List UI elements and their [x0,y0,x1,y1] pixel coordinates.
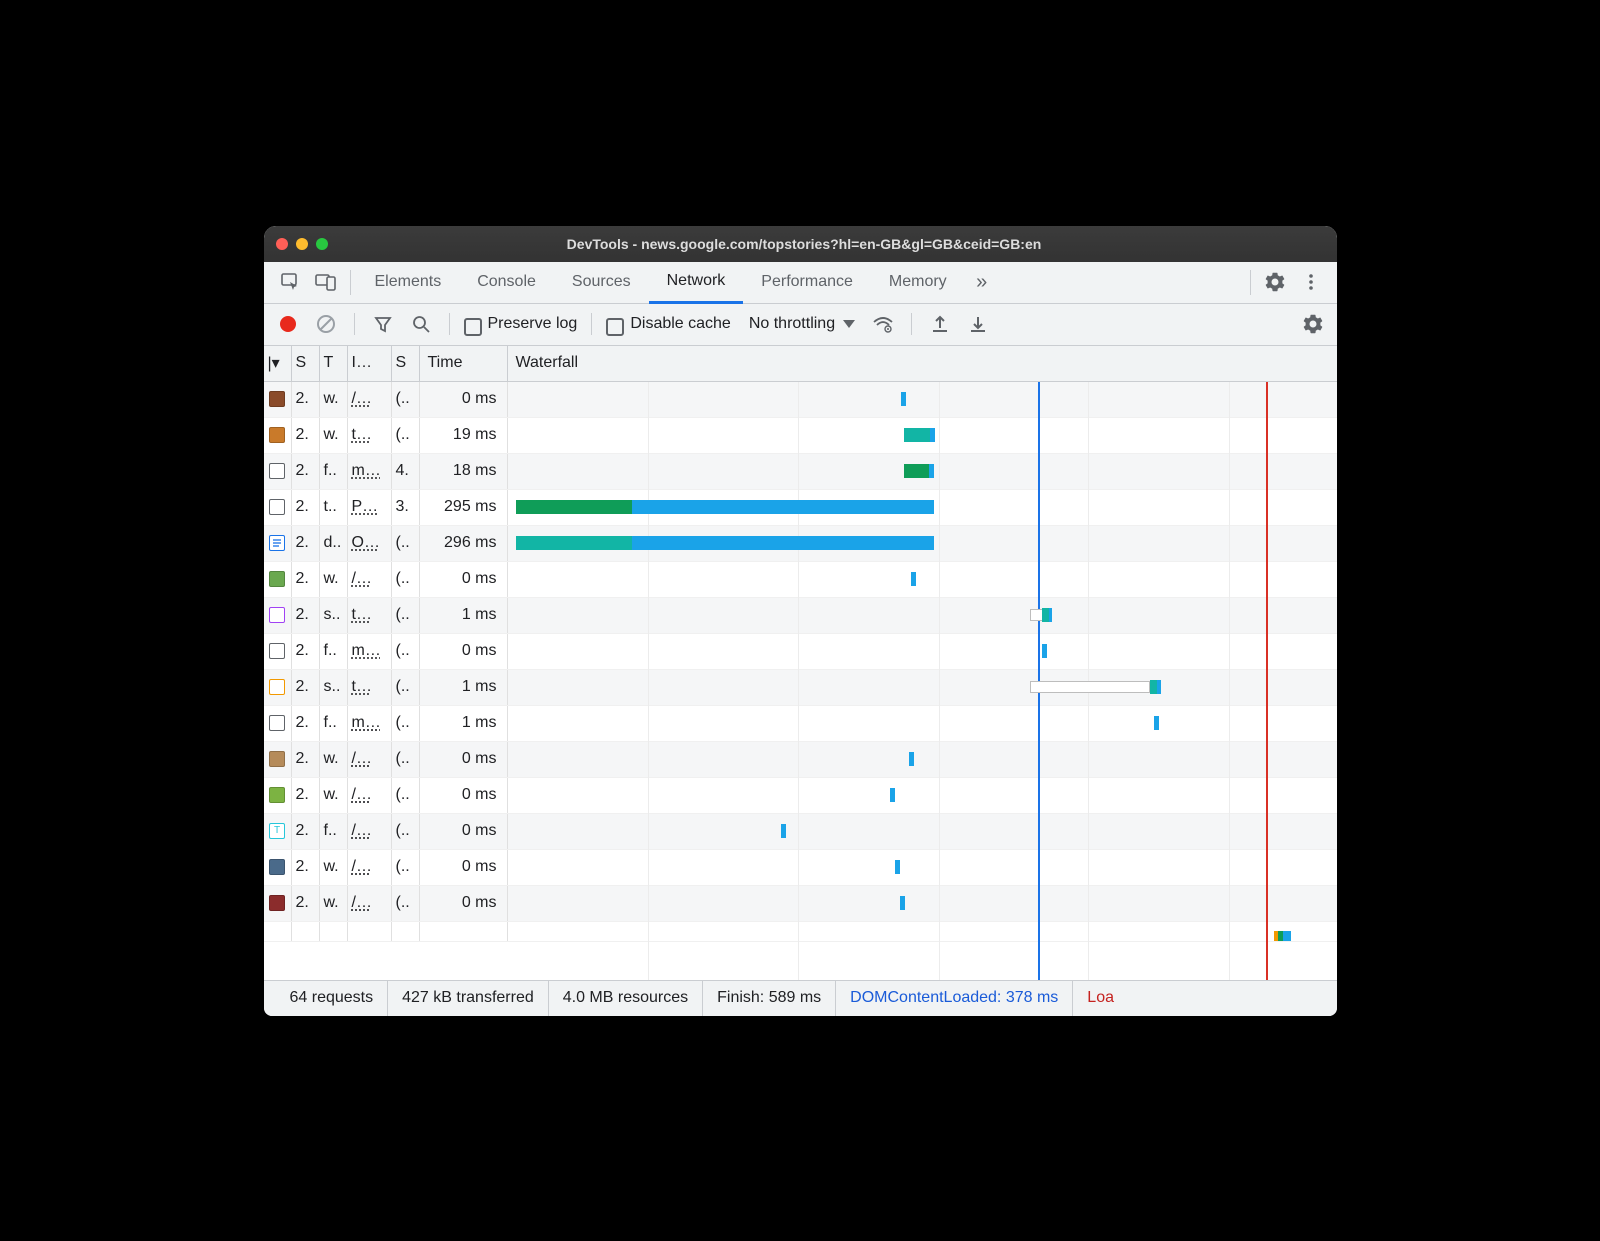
panel-tabstrip: ElementsConsoleSourcesNetworkPerformance… [264,262,1337,304]
wifi-gear-icon [872,314,894,334]
table-row[interactable]: 2.w.t…(..19 ms [264,418,1337,454]
preserve-log-checkbox[interactable]: Preserve log [464,315,578,333]
network-toolbar: Preserve log Disable cache No throttling [264,304,1337,346]
status-bar: 64 requests 427 kB transferred 4.0 MB re… [264,980,1337,1016]
gear-icon [1265,272,1285,292]
col-waterfall[interactable]: Waterfall [508,346,1337,381]
disable-cache-label: Disable cache [630,315,731,333]
table-row[interactable]: 2.f..m…(..1 ms [264,706,1337,742]
preserve-log-label: Preserve log [488,315,578,333]
tab-sources[interactable]: Sources [554,262,649,303]
resource-icon [269,895,285,911]
close-window-button[interactable] [276,238,288,250]
grid-body: 2.w./…(..0 ms2.w.t…(..19 ms2.f..m…4.18 m… [264,382,1337,980]
minimize-window-button[interactable] [296,238,308,250]
tab-elements[interactable]: Elements [357,262,460,303]
status-requests: 64 requests [276,981,389,1016]
window-controls [276,238,328,250]
disable-cache-checkbox[interactable]: Disable cache [606,315,731,333]
resource-icon [269,715,285,731]
table-row[interactable]: 2.w./…(..0 ms [264,850,1337,886]
table-row[interactable]: 2.t..P…3.295 ms [264,490,1337,526]
grid-header: |▾ S T I… S Time Waterfall [264,346,1337,382]
table-row[interactable]: 2.w./…(..0 ms [264,886,1337,922]
filter-button[interactable] [369,310,397,338]
record-button[interactable] [274,310,302,338]
clear-button[interactable] [312,310,340,338]
col-status[interactable]: S [292,346,320,381]
window-title: DevTools - news.google.com/topstories?hl… [344,236,1265,252]
funnel-icon [373,314,393,334]
status-resources: 4.0 MB resources [549,981,703,1016]
import-har-button[interactable] [926,310,954,338]
resource-icon [269,679,285,695]
resource-icon [269,787,285,803]
status-transferred: 427 kB transferred [388,981,549,1016]
table-row[interactable]: 2.f..m…(..0 ms [264,634,1337,670]
tab-network[interactable]: Network [649,262,744,304]
resource-icon [269,607,285,623]
titlebar: DevTools - news.google.com/topstories?hl… [264,226,1337,262]
search-icon [411,314,431,334]
table-row[interactable]: 2.w./…(..0 ms [264,778,1337,814]
download-icon [969,314,987,334]
resource-icon [269,391,285,407]
export-har-button[interactable] [964,310,992,338]
status-domcontentloaded: DOMContentLoaded: 378 ms [836,981,1073,1016]
more-options-button[interactable] [1293,262,1329,303]
resource-icon [269,535,285,551]
inspect-element-button[interactable] [272,262,308,303]
resource-icon [269,859,285,875]
col-size[interactable]: S [392,346,420,381]
gear-icon [1303,314,1323,334]
resource-icon [269,643,285,659]
tab-console[interactable]: Console [459,262,554,303]
resource-icon [269,571,285,587]
table-row [264,922,1337,942]
col-type[interactable]: T [320,346,348,381]
resource-icon: T [269,823,285,839]
col-name[interactable]: |▾ [264,346,292,381]
status-finish: Finish: 589 ms [703,981,836,1016]
devtools-window: DevTools - news.google.com/topstories?hl… [264,226,1337,1016]
table-row[interactable]: 2.w./…(..0 ms [264,742,1337,778]
clear-icon [316,314,336,334]
table-row[interactable]: 2.s..t…(..1 ms [264,598,1337,634]
col-time[interactable]: Time [420,346,508,381]
upload-icon [931,314,949,334]
table-row[interactable]: 2.w./…(..0 ms [264,382,1337,418]
table-row[interactable]: 2.s..t…(..1 ms [264,670,1337,706]
table-row[interactable]: 2.d..O…(..296 ms [264,526,1337,562]
tab-memory[interactable]: Memory [871,262,965,303]
status-load: Loa [1073,981,1128,1016]
resource-icon [269,463,285,479]
resource-icon [269,427,285,443]
table-row[interactable]: 2.f..m…4.18 ms [264,454,1337,490]
throttling-select[interactable]: No throttling [749,315,855,333]
chevron-down-icon [843,320,855,328]
table-row[interactable]: 2.w./…(..0 ms [264,562,1337,598]
network-conditions-button[interactable] [869,310,897,338]
resource-icon [269,751,285,767]
kebab-icon [1301,272,1321,292]
network-settings-button[interactable] [1299,310,1327,338]
more-tabs-button[interactable]: » [965,262,999,303]
device-toggle-button[interactable] [308,262,344,303]
settings-button[interactable] [1257,262,1293,303]
tab-performance[interactable]: Performance [743,262,871,303]
network-grid: |▾ S T I… S Time Waterfall 2.w./…(..0 ms… [264,346,1337,980]
col-initiator[interactable]: I… [348,346,392,381]
throttling-value: No throttling [749,315,835,333]
search-button[interactable] [407,310,435,338]
maximize-window-button[interactable] [316,238,328,250]
table-row[interactable]: T2.f../…(..0 ms [264,814,1337,850]
resource-icon [269,499,285,515]
